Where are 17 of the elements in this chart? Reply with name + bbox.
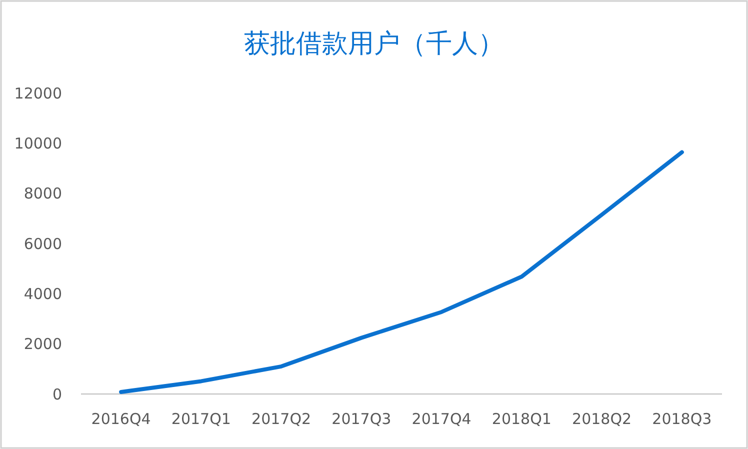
x-tick-label: 2018Q2 [572, 410, 632, 428]
y-tick-label: 12000 [14, 84, 62, 102]
line-series [119, 150, 684, 394]
y-tick-label: 6000 [24, 234, 62, 253]
x-tick-label: 2017Q2 [252, 410, 312, 428]
chart-title: 获批借款用户（千人） [244, 29, 504, 59]
x-tick-label: 2018Q1 [492, 410, 552, 428]
y-tick-label: 10000 [14, 134, 62, 152]
y-tick-label: 2000 [24, 335, 62, 354]
y-tick-label: 0 [52, 385, 62, 404]
x-tick-label: 2017Q3 [332, 410, 392, 428]
x-tick-label: 2017Q1 [171, 410, 231, 428]
x-tick-label: 2016Q4 [91, 410, 151, 428]
y-tick-label: 4000 [24, 284, 62, 303]
y-tick-label: 8000 [24, 184, 62, 203]
x-tick-label: 2017Q4 [412, 410, 472, 428]
x-tick-label: 2018Q3 [652, 410, 712, 428]
